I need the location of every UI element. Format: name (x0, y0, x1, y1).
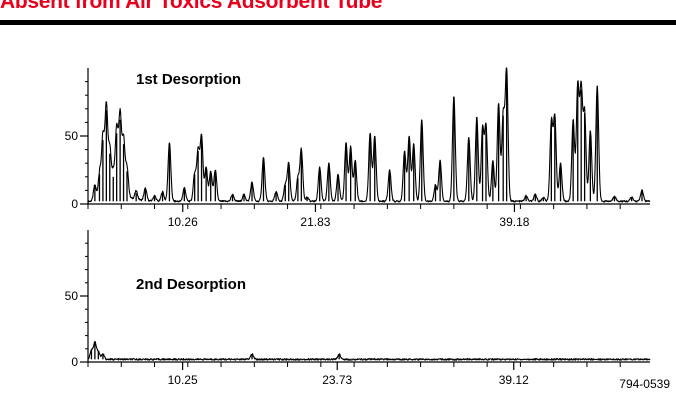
panel-title: 1st Desorption (136, 71, 241, 88)
y-tick-label: 0 (71, 355, 78, 369)
chart-panel-1st-desorption: 0 50 10.26 21.83 39.18 1st Desorption (65, 67, 651, 229)
figure-code: 794-0539 (619, 377, 670, 391)
x-tick-label: 23.73 (322, 373, 352, 387)
x-tick-label: 21.83 (300, 215, 330, 229)
x-tick-label: 39.12 (499, 373, 529, 387)
x-tick-label: 10.25 (168, 373, 198, 387)
x-tick-label: 10.26 (168, 215, 198, 229)
panel-title: 2nd Desorption (136, 276, 246, 293)
y-tick-label: 0 (71, 197, 78, 211)
title-divider (0, 20, 676, 25)
x-tick-label: 39.18 (499, 215, 529, 229)
chromatogram-trace (87, 67, 651, 203)
y-tick-label: 50 (65, 289, 79, 303)
chart-panel-2nd-desorption: 0 50 10.25 23.73 39.12 2nd Desorption (65, 230, 651, 387)
y-tick-label: 50 (65, 129, 79, 143)
chromatogram-trace (87, 341, 651, 361)
page-title: Absent from Air Toxics Adsorbent Tube (0, 0, 383, 13)
